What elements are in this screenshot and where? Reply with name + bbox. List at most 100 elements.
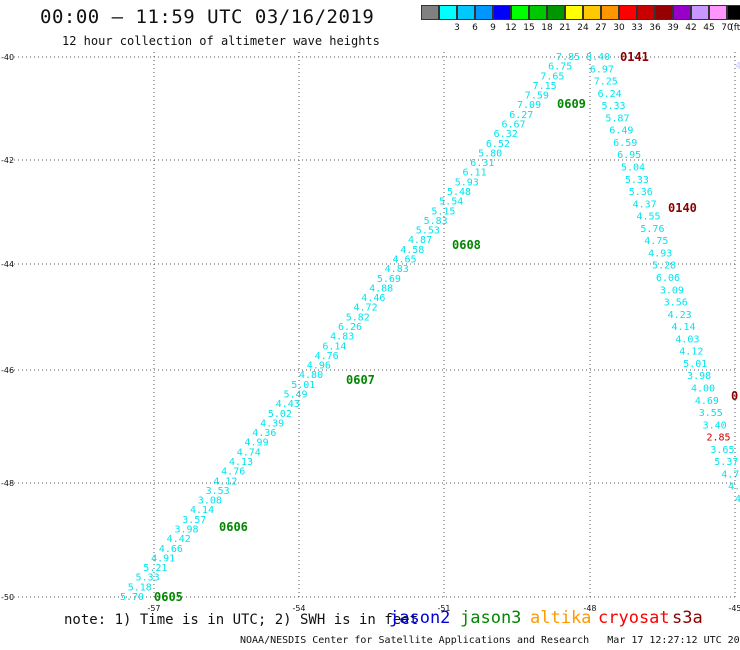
longitude-tick-label: -51 [437, 604, 450, 613]
colorbar-label: 24 [577, 23, 589, 33]
wave-height-value: 5.76 [640, 224, 664, 235]
latitude-tick-label: -42 [1, 156, 14, 165]
colorbar-swatch [655, 5, 673, 20]
wave-height-value: 5.53 [416, 226, 440, 237]
latitude-tick-label: -46 [1, 366, 14, 375]
wave-height-value: 5.87 [605, 113, 629, 124]
colorbar-label: 18 [541, 23, 553, 33]
wave-height-value: 5.21 [143, 563, 167, 574]
wave-height-value: 4.96 [307, 361, 331, 372]
wave-height-value: 7.85 [556, 52, 580, 63]
longitude-tick-label: -48 [583, 604, 596, 613]
longitude-tick-label: -57 [147, 604, 160, 613]
wave-height-value: 4.88 [369, 283, 393, 294]
colorbar-label: 42 [685, 23, 697, 33]
wave-height-value: 3.56 [664, 298, 688, 309]
colorbar-swatch [475, 5, 493, 20]
colorbar-swatch [619, 5, 637, 20]
wave-height-value: 4.23 [668, 310, 692, 321]
wave-height-value: 8.40 [586, 52, 610, 63]
latitude-tick-label: -50 [1, 593, 14, 602]
colorbar-label: 30 [613, 23, 625, 33]
wave-height-value: 4 [735, 61, 740, 72]
colorbar-swatch [421, 5, 439, 20]
wave-height-value: 4.74 [237, 447, 261, 458]
satellite-legend-s3a: s3a [672, 608, 703, 628]
wave-height-value: 7.25 [594, 77, 618, 88]
wave-height-value: 7.65 [540, 71, 564, 82]
longitude-tick-label: -54 [292, 604, 305, 613]
time-labels: 0605 0606 0607 0608 0609 0141 0140 0 [154, 50, 738, 604]
wave-height-value: 6.14 [322, 341, 346, 352]
wave-height-value: 6.49 [609, 126, 633, 137]
wave-height-value: 4.83 [330, 332, 354, 343]
colorbar-label: 45 [703, 23, 715, 33]
wave-height-value: 5.01 [291, 380, 315, 391]
colorbar-label: 70 [721, 23, 733, 33]
wave-height-value: 3.09 [660, 285, 684, 296]
wave-height-value: 4.37 [633, 199, 657, 210]
colorbar-swatch [457, 5, 475, 20]
satellite-track-ascending: 5.705.185.335.214.914.664.423.983.574.14… [120, 52, 580, 603]
wave-height-value: 4 [735, 494, 740, 505]
wave-height-value: 4.13 [229, 457, 253, 468]
wave-height-value: 5.33 [602, 101, 626, 112]
wave-height-value: 5.01 [683, 359, 707, 370]
wave-height-value: 5.82 [346, 312, 370, 323]
wave-height-value: 7.09 [517, 100, 541, 111]
colorbar-label: 39 [667, 23, 679, 33]
latitude-tick-label: -48 [1, 479, 14, 488]
colorbar-label: 27 [595, 23, 607, 33]
time-label: 0 [731, 389, 738, 403]
satellite-track-descending: 8.406.977.256.245.335.876.496.596.955.04… [586, 52, 740, 505]
colorbar-swatch [637, 5, 655, 20]
wave-height-value: 4.69 [695, 396, 719, 407]
wave-height-value: 3.98 [687, 371, 711, 382]
wave-height-value: 6.27 [509, 110, 533, 121]
colorbar-label: 15 [523, 23, 535, 33]
colorbar-swatch [511, 5, 529, 20]
colorbar-swatch [709, 5, 727, 20]
wave-height-value: 4.99 [245, 438, 269, 449]
wave-height-value: 4.76 [315, 351, 339, 362]
wave-height-value: 4.03 [675, 334, 699, 345]
wave-height-value: 4.36 [252, 428, 276, 439]
wave-height-value: 5.49 [283, 390, 307, 401]
wave-height-value: 3.65 [710, 445, 734, 456]
footer-note: note: 1) Time is in UTC; 2) SWH is in fe… [64, 612, 419, 628]
wave-height-value: 6.31 [470, 158, 494, 169]
latitude-tick-label: -40 [1, 53, 14, 62]
wave-height-value: 5.04 [621, 163, 645, 174]
wave-height-value: 4.72 [354, 303, 378, 314]
time-label: 0607 [346, 373, 375, 387]
colorbar-swatch [691, 5, 709, 20]
wave-height-value: 6.97 [590, 64, 614, 75]
wave-height-value: 7.59 [525, 91, 549, 102]
wave-height-value: 3.08 [198, 496, 222, 507]
colorbar-swatch [529, 5, 547, 20]
footer-credit: NOAA/NESDIS Center for Satellite Applica… [240, 635, 740, 646]
wave-height-value: 4.83 [385, 264, 409, 275]
satellite-legend-jason3: jason3 [460, 608, 522, 628]
latitude-tick-label: -44 [1, 260, 14, 269]
wave-height-value: 4.65 [392, 255, 416, 266]
wave-height-value: 4.80 [299, 370, 323, 381]
colorbar-swatch [583, 5, 601, 20]
satellite-legend-altika: altika [530, 608, 592, 628]
wave-height-value: 5.70 [120, 592, 144, 603]
wave-height-value: 6.24 [598, 89, 622, 100]
wave-height-value: 4.75 [644, 236, 668, 247]
wave-height-value: 7.15 [533, 81, 557, 92]
colorbar-label: 6 [472, 23, 478, 33]
wave-height-value: 5.48 [447, 187, 471, 198]
wave-height-value: 4.87 [408, 235, 432, 246]
wave-height-value: 6.11 [463, 168, 487, 179]
wave-height-value: 4.46 [361, 293, 385, 304]
wave-height-value: 6.52 [486, 139, 510, 150]
colorbar-swatch [547, 5, 565, 20]
colorbar-label: 33 [631, 23, 643, 33]
wave-height-value: 4.14 [190, 505, 214, 516]
time-label: 0608 [452, 238, 481, 252]
wave-height-value: 3.98 [174, 525, 198, 536]
wave-height-value: 3.53 [206, 486, 230, 497]
